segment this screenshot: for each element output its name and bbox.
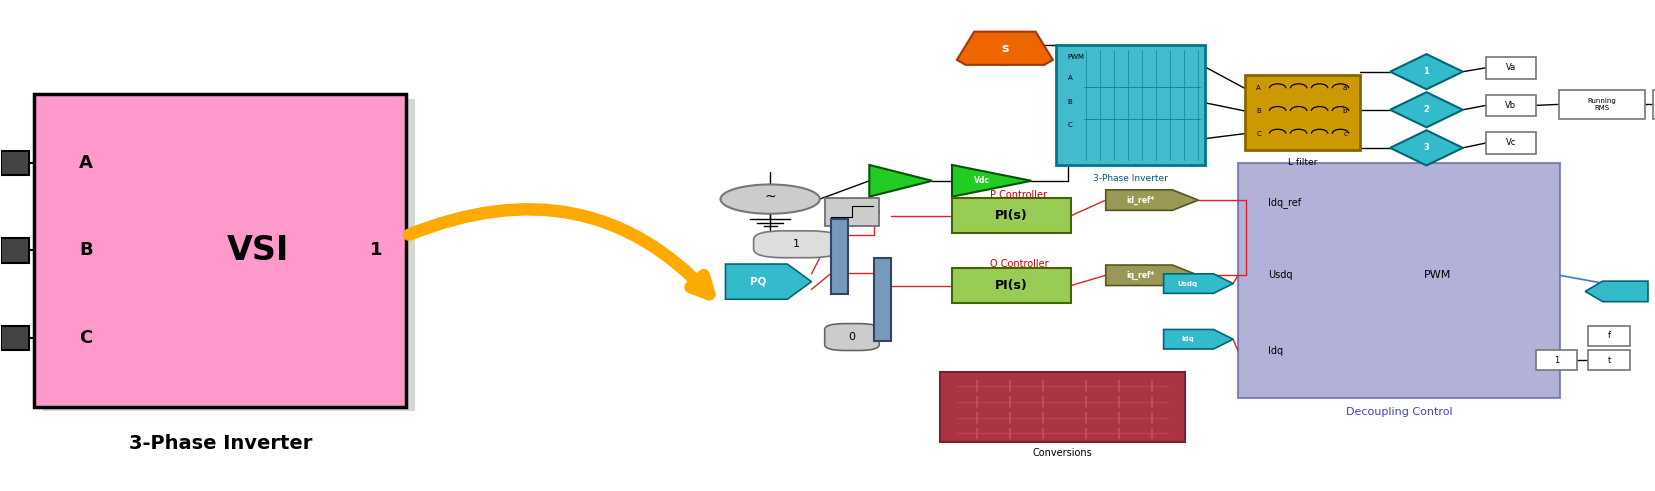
Text: PWM: PWM — [1067, 55, 1084, 60]
Text: t: t — [1607, 356, 1610, 365]
Text: Q Controller: Q Controller — [990, 259, 1048, 269]
Text: Va: Va — [1504, 63, 1514, 72]
Text: Idq: Idq — [1268, 346, 1283, 356]
Text: 1: 1 — [1552, 356, 1557, 365]
FancyBboxPatch shape — [1485, 95, 1534, 116]
FancyBboxPatch shape — [824, 324, 879, 351]
Text: b: b — [1342, 108, 1346, 114]
Text: B: B — [1256, 108, 1259, 114]
FancyBboxPatch shape — [824, 198, 879, 226]
Text: ~: ~ — [765, 190, 776, 204]
Text: 1: 1 — [1423, 67, 1428, 76]
Polygon shape — [957, 31, 1053, 65]
FancyBboxPatch shape — [1238, 163, 1559, 398]
Text: P Controller: P Controller — [990, 190, 1046, 200]
Text: Decoupling Control: Decoupling Control — [1346, 408, 1451, 417]
Text: C: C — [1067, 122, 1072, 129]
Polygon shape — [1584, 281, 1647, 301]
Text: a: a — [1342, 85, 1346, 91]
Text: Vb: Vb — [1504, 101, 1516, 110]
Text: PQ: PQ — [750, 276, 766, 287]
Text: VSI: VSI — [227, 234, 288, 267]
Text: Conversions: Conversions — [1033, 447, 1092, 458]
FancyBboxPatch shape — [1652, 90, 1655, 118]
Polygon shape — [1106, 190, 1198, 210]
Text: A: A — [79, 154, 93, 172]
FancyBboxPatch shape — [952, 198, 1071, 233]
Text: B: B — [79, 242, 93, 259]
Text: Idq: Idq — [1180, 336, 1193, 342]
FancyBboxPatch shape — [1485, 132, 1534, 154]
Text: id_ref*: id_ref* — [1125, 195, 1154, 205]
FancyBboxPatch shape — [2, 151, 30, 175]
Polygon shape — [952, 165, 1031, 197]
FancyBboxPatch shape — [1587, 351, 1629, 370]
Text: PWM: PWM — [1423, 271, 1451, 280]
Text: Usdq: Usdq — [1177, 280, 1197, 287]
Text: Running
RMS: Running RMS — [1587, 98, 1615, 111]
Text: c: c — [1342, 131, 1346, 136]
Text: Usdq: Usdq — [1268, 271, 1291, 280]
Polygon shape — [1163, 274, 1233, 293]
FancyBboxPatch shape — [35, 94, 405, 407]
Text: f: f — [1607, 331, 1610, 340]
FancyBboxPatch shape — [1485, 57, 1534, 79]
Polygon shape — [1106, 265, 1198, 286]
FancyBboxPatch shape — [1245, 75, 1359, 150]
FancyBboxPatch shape — [1557, 90, 1643, 118]
FancyBboxPatch shape — [753, 231, 839, 258]
FancyBboxPatch shape — [1587, 326, 1629, 346]
FancyBboxPatch shape — [940, 373, 1185, 442]
Text: 1: 1 — [371, 242, 382, 259]
Text: A: A — [1067, 75, 1072, 81]
Circle shape — [720, 185, 819, 214]
Text: Idq_ref: Idq_ref — [1268, 197, 1301, 208]
Polygon shape — [1389, 54, 1461, 89]
Text: Vdc: Vdc — [973, 176, 990, 185]
Text: PI(s): PI(s) — [995, 209, 1028, 222]
FancyBboxPatch shape — [831, 218, 847, 294]
Text: 2: 2 — [1423, 105, 1428, 114]
FancyBboxPatch shape — [2, 238, 30, 263]
Text: s: s — [1001, 42, 1008, 55]
FancyBboxPatch shape — [1056, 45, 1205, 165]
Text: C: C — [79, 329, 93, 347]
Text: B: B — [1067, 99, 1072, 105]
Text: PI(s): PI(s) — [995, 279, 1028, 292]
Text: 3: 3 — [1423, 143, 1428, 152]
Polygon shape — [1389, 92, 1461, 127]
Text: A: A — [1256, 85, 1259, 91]
FancyBboxPatch shape — [874, 258, 890, 341]
FancyBboxPatch shape — [1534, 351, 1576, 370]
Text: C: C — [1256, 131, 1259, 136]
Text: 1: 1 — [793, 239, 799, 249]
Text: iq_ref*: iq_ref* — [1125, 271, 1154, 280]
FancyBboxPatch shape — [43, 99, 414, 411]
Text: 0: 0 — [847, 332, 856, 342]
Text: 3-Phase Inverter: 3-Phase Inverter — [129, 434, 311, 453]
FancyBboxPatch shape — [2, 326, 30, 350]
Polygon shape — [725, 264, 811, 299]
FancyBboxPatch shape — [952, 268, 1071, 303]
Text: 3-Phase Inverter: 3-Phase Inverter — [1092, 174, 1167, 183]
Polygon shape — [1389, 130, 1461, 165]
Text: Vc: Vc — [1504, 138, 1514, 147]
Text: L filter: L filter — [1288, 158, 1316, 167]
Polygon shape — [1163, 329, 1233, 349]
Polygon shape — [869, 165, 932, 197]
